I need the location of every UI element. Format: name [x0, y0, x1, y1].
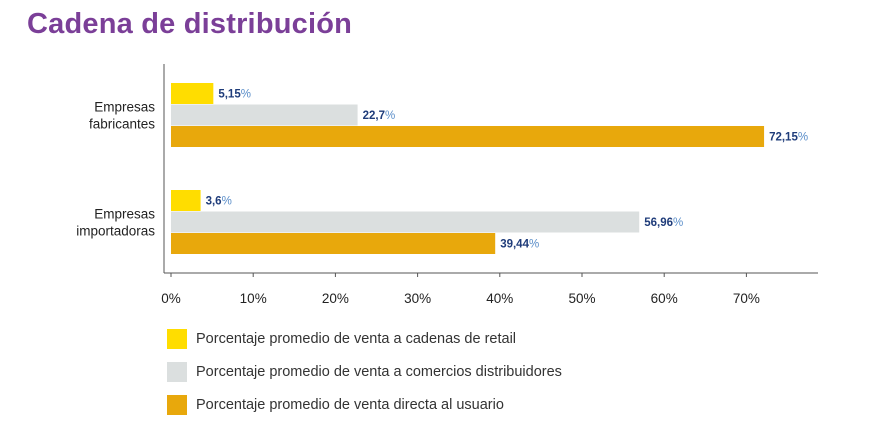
data-label: 39,44%	[500, 239, 539, 251]
legend-item: Porcentaje promedio de venta a comercios…	[167, 361, 562, 383]
bars	[171, 83, 765, 254]
bar	[171, 233, 496, 254]
legend-swatch	[167, 362, 187, 382]
category-label: Empresas fabricantes	[89, 100, 155, 132]
x-axis-ticks: 0% 10% 20% 30% 40% 50% 60% 70%	[161, 273, 760, 306]
category-label: Empresas importadoras	[76, 207, 155, 239]
legend-label: Porcentaje promedio de venta directa al …	[196, 397, 504, 413]
bar	[171, 126, 765, 147]
bar	[171, 211, 640, 233]
bar	[171, 190, 201, 211]
bar	[171, 83, 214, 104]
x-tick-label: 20%	[322, 291, 349, 306]
data-label: 72,15%	[769, 132, 808, 144]
data-labels: 5,15% 22,7% 72,15% 3,6% 56,96% 39,44%	[206, 89, 808, 251]
x-tick-label: 30%	[404, 291, 431, 306]
x-tick-label: 60%	[651, 291, 678, 306]
legend-swatch	[167, 395, 187, 415]
x-tick-label: 70%	[733, 291, 760, 306]
legend-item: Porcentaje promedio de venta a cadenas d…	[167, 328, 562, 350]
data-label: 3,6%	[206, 196, 232, 208]
data-label: 5,15%	[218, 89, 251, 101]
data-label: 56,96%	[644, 217, 683, 229]
chart-title: Cadena de distribución	[27, 8, 353, 40]
data-label: 22,7%	[363, 110, 396, 122]
legend-item: Porcentaje promedio de venta directa al …	[167, 394, 562, 416]
x-tick-label: 0%	[161, 291, 181, 306]
legend-label: Porcentaje promedio de venta a comercios…	[196, 364, 562, 380]
category-labels: Empresas fabricantes Empresas importadoras	[76, 100, 155, 239]
x-tick-label: 40%	[486, 291, 513, 306]
legend-label: Porcentaje promedio de venta a cadenas d…	[196, 331, 517, 347]
x-tick-label: 50%	[568, 291, 595, 306]
legend: Porcentaje promedio de venta a cadenas d…	[167, 328, 562, 427]
legend-swatch	[167, 329, 187, 349]
bar	[171, 104, 358, 126]
x-tick-label: 10%	[240, 291, 267, 306]
